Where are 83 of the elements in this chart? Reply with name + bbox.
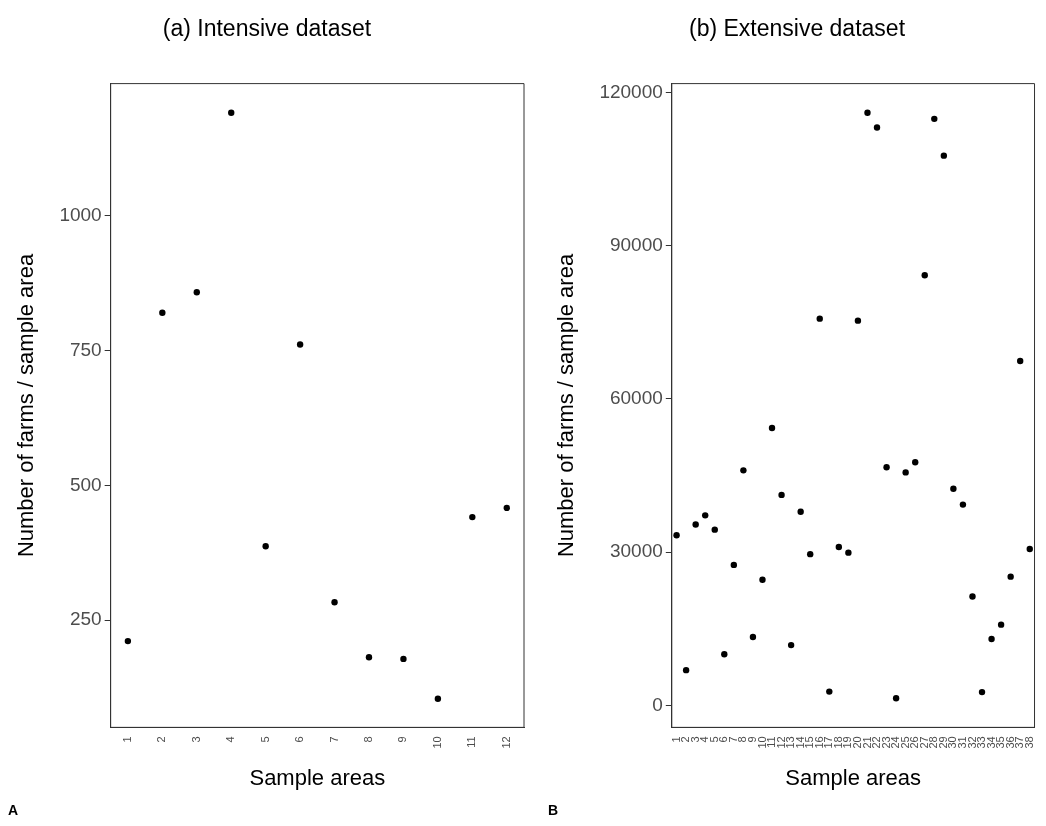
point	[469, 513, 476, 521]
point	[159, 309, 166, 316]
point	[740, 467, 747, 474]
x-tick-label: 1	[669, 736, 682, 743]
point	[854, 317, 862, 324]
point	[883, 464, 890, 471]
y-tick-label: 0	[652, 693, 663, 715]
point	[835, 543, 843, 551]
point	[778, 491, 785, 499]
point	[845, 549, 852, 556]
point	[331, 599, 338, 606]
point	[988, 635, 995, 643]
y-tick-label: 60000	[609, 387, 663, 409]
point	[503, 504, 510, 512]
y-tick-label: 250	[69, 608, 102, 630]
point	[228, 109, 235, 116]
point	[873, 124, 881, 131]
x-tick-label: 7	[327, 736, 340, 743]
point	[262, 543, 269, 550]
point	[702, 512, 709, 519]
x-tick-label: 9	[396, 736, 409, 743]
point	[296, 341, 304, 348]
point	[1017, 357, 1024, 365]
point	[864, 109, 871, 116]
point	[921, 272, 928, 279]
point	[682, 666, 690, 674]
x-tick-label: 1	[120, 736, 133, 743]
point	[787, 641, 795, 649]
y-tick-label: 120000	[599, 80, 663, 102]
x-tick-label: 12	[499, 736, 512, 749]
point	[692, 521, 699, 528]
x-axis-title: Sample areas	[249, 764, 386, 790]
point	[759, 576, 766, 583]
point	[912, 459, 919, 466]
x-tick-label: 21	[860, 736, 873, 749]
point	[721, 651, 728, 658]
x-tick-label: 5	[258, 736, 271, 743]
point	[1026, 545, 1033, 553]
text: A	[8, 801, 19, 818]
x-tick-label: 4	[224, 736, 237, 743]
point	[730, 561, 738, 569]
x-axis-title: Sample areas	[785, 764, 922, 790]
point	[892, 695, 900, 702]
point	[365, 654, 373, 661]
x-tick-label: 2	[155, 736, 168, 743]
x-tick-label: 8	[362, 736, 375, 743]
point	[797, 508, 804, 515]
point	[807, 550, 814, 558]
point	[969, 593, 976, 600]
y-tick-label: 500	[69, 473, 102, 495]
chart-title: (b) Extensive dataset	[688, 15, 906, 42]
point	[931, 115, 938, 123]
y-axis-title: Number of farms / sample area	[13, 253, 39, 558]
y-axis-title: Number of farms / sample area	[553, 253, 579, 558]
text: B	[548, 801, 559, 818]
point	[193, 289, 200, 296]
point	[950, 485, 957, 492]
point	[749, 633, 757, 641]
y-tick-label: 750	[69, 338, 102, 360]
y-tick-label: 1000	[59, 203, 102, 225]
point	[940, 152, 948, 159]
point	[997, 621, 1005, 628]
x-tick-label: 32	[965, 736, 978, 749]
point	[400, 655, 407, 663]
point	[1007, 573, 1014, 580]
point	[124, 637, 132, 645]
x-tick-label: 10	[430, 736, 443, 749]
y-tick-label: 90000	[609, 233, 663, 255]
point	[816, 315, 823, 322]
x-tick-label: 3	[189, 736, 202, 743]
point	[768, 424, 776, 432]
x-tick-label: 6	[293, 736, 306, 743]
point	[673, 532, 680, 539]
chart-title: (a) Intensive dataset	[162, 15, 372, 42]
y-tick-label: 30000	[609, 540, 663, 562]
point	[826, 688, 833, 695]
x-tick-label: 10	[755, 736, 768, 749]
point	[902, 469, 909, 476]
point	[959, 501, 967, 508]
point	[711, 526, 718, 533]
x-tick-label: 11	[465, 736, 478, 748]
point	[978, 688, 986, 696]
point	[434, 695, 442, 702]
